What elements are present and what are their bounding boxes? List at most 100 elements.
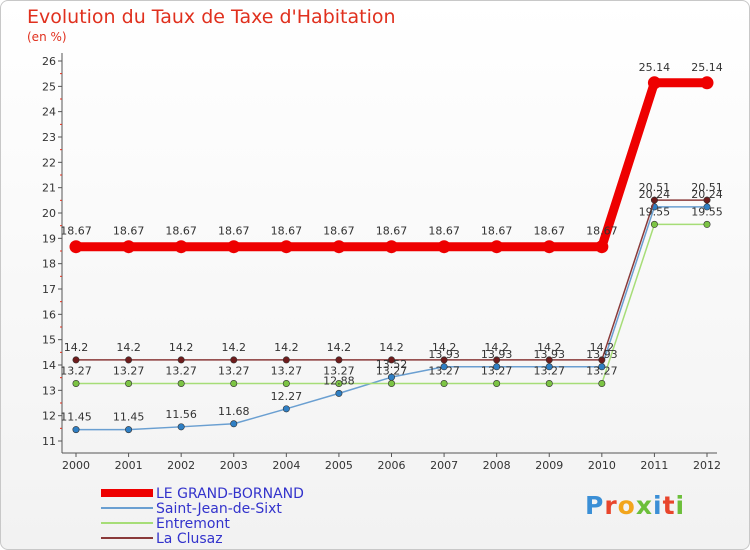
data-point	[598, 356, 606, 364]
data-point	[227, 240, 241, 254]
data-label: 14.2	[327, 341, 352, 354]
data-label: 18.67	[60, 225, 92, 238]
data-point	[72, 356, 80, 364]
data-point	[174, 240, 188, 254]
data-label: 14.2	[64, 341, 89, 354]
data-point	[177, 423, 185, 431]
series-layer	[69, 76, 714, 434]
data-label: 14.2	[274, 341, 299, 354]
data-point	[125, 379, 133, 387]
x-tick-label: 2010	[588, 459, 616, 472]
logo-letter: o	[617, 491, 636, 520]
data-point	[335, 389, 343, 397]
data-label: 12.88	[323, 374, 355, 387]
data-label: 20.24	[691, 188, 723, 201]
data-label: 13.27	[60, 364, 92, 377]
data-label: 19.55	[691, 205, 723, 218]
data-label: 18.67	[534, 225, 566, 238]
legend-label: LE GRAND-BORNAND	[156, 486, 304, 502]
data-label: 18.67	[271, 225, 303, 238]
x-tick-label: 2000	[62, 459, 90, 472]
data-point	[335, 356, 343, 364]
proxiti-logo: Proxiti	[585, 491, 685, 520]
data-label: 13.27	[376, 364, 408, 377]
data-label: 14.2	[537, 341, 562, 354]
x-tick-label: 2012	[693, 459, 721, 472]
data-label: 25.14	[639, 61, 671, 74]
data-label: 13.27	[218, 364, 250, 377]
data-point	[595, 240, 609, 254]
data-point	[545, 379, 553, 387]
data-labels: 18.67 18.67 18.67 18.67 18.67 18.67 18.67 18.67…	[60, 61, 723, 424]
data-label: 14.2	[116, 341, 141, 354]
data-label: 20.51	[691, 181, 723, 194]
y-tick-label: 22	[42, 156, 56, 169]
data-label: 13.27	[271, 364, 303, 377]
data-label: 18.67	[323, 225, 355, 238]
legend-label: Saint-Jean-de-Sixt	[156, 501, 282, 517]
y-tick-label: 15	[42, 334, 56, 347]
data-label: 14.2	[484, 341, 509, 354]
data-point	[230, 420, 238, 428]
data-label: 13.93	[481, 348, 513, 361]
data-point	[177, 356, 185, 364]
data-label: 25.14	[691, 61, 723, 74]
data-point	[387, 379, 395, 387]
data-label: 18.67	[165, 225, 197, 238]
series-la-clusaz	[72, 196, 711, 364]
data-label: 14.2	[222, 341, 247, 354]
y-tick-label: 12	[42, 410, 56, 423]
y-tick-label: 17	[42, 283, 56, 296]
series-saint-jean-de-sixt	[72, 203, 711, 434]
axes: 11 12 13 14 15 16 17 18 19 20 21 22 23 24 25 26 2000 2001…	[42, 53, 721, 472]
data-point	[72, 426, 80, 434]
data-point	[440, 363, 448, 371]
y-tick-label: 24	[42, 106, 56, 119]
data-label: 13.27	[165, 364, 197, 377]
data-point	[279, 240, 293, 254]
data-point	[387, 356, 395, 364]
data-label: 13.27	[113, 364, 145, 377]
logo-letter: r	[604, 491, 618, 520]
data-label: 13.27	[586, 364, 618, 377]
data-label: 13.52	[376, 358, 408, 371]
logo-letter: i	[653, 491, 663, 520]
series-line	[76, 78, 707, 252]
x-tick-label: 2009	[535, 459, 563, 472]
series-entremont	[72, 220, 711, 387]
data-label: 14.2	[379, 341, 404, 354]
x-tick-label: 2008	[483, 459, 511, 472]
data-point	[598, 363, 606, 371]
data-label: 18.67	[113, 225, 145, 238]
data-point	[332, 240, 346, 254]
data-label: 13.27	[534, 364, 566, 377]
data-label: 11.45	[113, 411, 145, 424]
unit-label: (en %)	[27, 30, 67, 44]
data-label: 13.27	[323, 364, 355, 377]
data-label: 18.67	[428, 225, 460, 238]
data-label: 12.27	[271, 390, 303, 403]
data-point	[703, 220, 711, 228]
data-label: 14.2	[590, 341, 615, 354]
data-point	[493, 379, 501, 387]
data-point	[282, 405, 290, 413]
x-tick-label: 2002	[167, 459, 195, 472]
data-point	[490, 240, 504, 254]
x-tick-label: 2011	[640, 459, 668, 472]
y-tick-label: 26	[42, 55, 56, 68]
y-tick-label: 25	[42, 80, 56, 93]
data-point	[650, 196, 658, 204]
data-point	[125, 356, 133, 364]
data-point	[440, 379, 448, 387]
data-label: 18.67	[481, 225, 513, 238]
y-tick-label: 16	[42, 308, 56, 321]
data-point	[125, 426, 133, 434]
x-tick-label: 2006	[378, 459, 406, 472]
data-point	[440, 356, 448, 364]
data-point	[647, 76, 661, 90]
data-point	[493, 356, 501, 364]
data-point	[69, 240, 83, 254]
data-point	[542, 240, 556, 254]
data-label: 11.45	[60, 411, 92, 424]
